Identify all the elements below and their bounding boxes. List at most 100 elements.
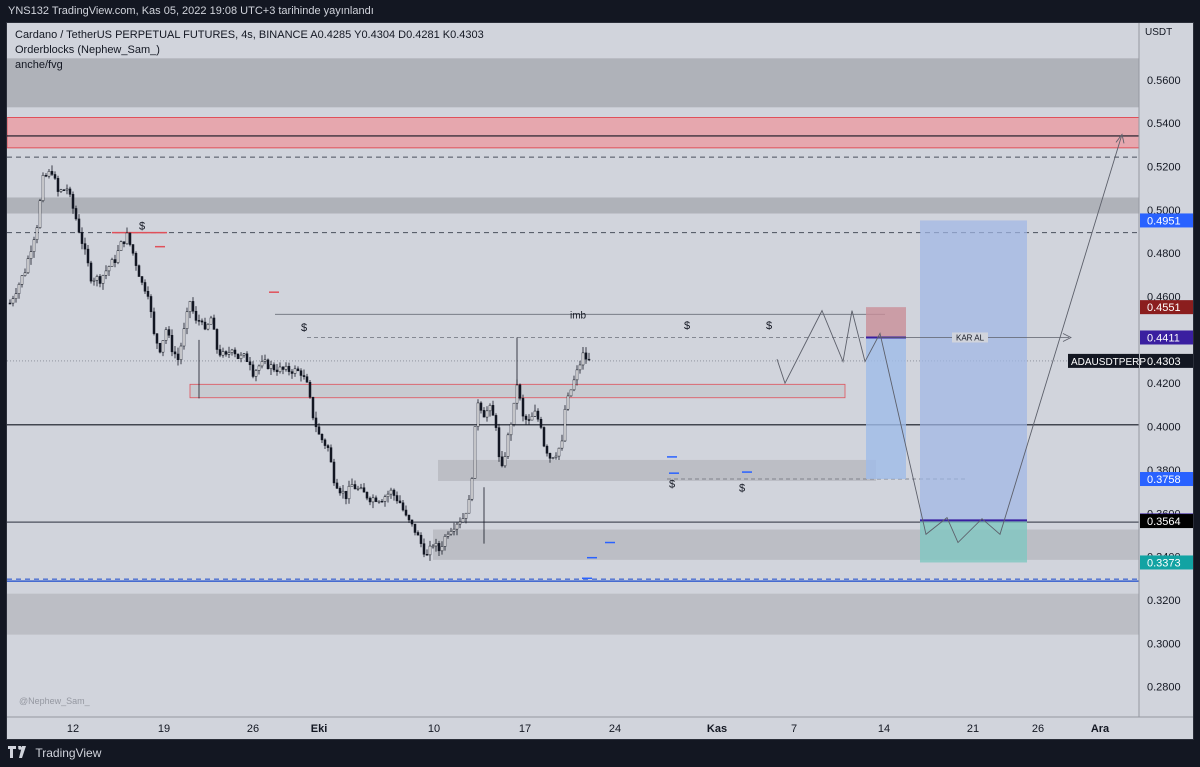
candle-up: [446, 533, 450, 537]
candle-down: [308, 381, 312, 398]
candle-up: [206, 324, 210, 330]
candle-up: [119, 241, 123, 251]
candle-down: [140, 276, 144, 283]
price-label-bg: [1140, 472, 1193, 487]
candle-down: [422, 543, 426, 555]
price-label: 0.3758: [1147, 474, 1181, 486]
candle-down: [53, 174, 57, 179]
candle-down: [83, 243, 87, 250]
candle-up: [428, 545, 432, 556]
candle-down: [479, 402, 483, 411]
candle-down: [56, 178, 60, 192]
candle-down: [416, 532, 420, 536]
price-label-bg: [1140, 514, 1193, 529]
candle-up: [35, 227, 39, 240]
candle-up: [464, 512, 468, 519]
liquidity-dollar-icon: $: [684, 320, 690, 332]
candle-down: [407, 514, 411, 521]
indicator-fvg[interactable]: anche/fvg: [15, 59, 63, 71]
candle-up: [41, 175, 45, 202]
candle-up: [23, 272, 27, 276]
symbol-tag: ADAUSDTPERP: [1071, 357, 1146, 368]
x-tick-label: Kas: [707, 723, 727, 735]
candle-up: [293, 368, 297, 374]
price-label: 0.3373: [1147, 557, 1181, 569]
candle-down: [137, 265, 141, 277]
x-tick-label: 19: [158, 723, 170, 735]
candle-up: [506, 434, 510, 457]
candle-down: [143, 282, 147, 292]
candle-down: [518, 384, 522, 399]
candle-down: [311, 396, 315, 419]
price-label: 0.4551: [1147, 302, 1181, 314]
x-tick-label: 17: [519, 723, 531, 735]
candle-down: [587, 358, 591, 361]
candle-down: [98, 276, 102, 284]
candle-up: [188, 301, 192, 313]
candle-down: [365, 491, 369, 499]
candle-up: [227, 352, 231, 355]
liquidity-dollar-icon: $: [669, 478, 675, 490]
zone-demand-6: [7, 593, 1139, 635]
candle-down: [275, 369, 279, 372]
candle-down: [44, 175, 48, 177]
chart-legend: Cardano / TetherUS PERPETUAL FUTURES, 4s…: [15, 28, 484, 73]
candle-up: [356, 488, 360, 490]
candle-down: [500, 456, 504, 467]
candle-up: [347, 485, 351, 500]
candle-up: [161, 340, 165, 353]
candle-up: [512, 402, 516, 425]
candle-up: [350, 484, 354, 487]
candle-down: [149, 296, 153, 313]
time-axis: [7, 717, 1193, 739]
candle-down: [524, 415, 528, 420]
candle-down: [233, 349, 237, 355]
y-tick-label: 0.5400: [1147, 118, 1181, 130]
candle-down: [173, 351, 177, 355]
candle-up: [164, 329, 168, 341]
x-tick-label: 24: [609, 723, 621, 735]
candle-up: [467, 498, 471, 514]
candle-down: [251, 364, 255, 377]
candle-down: [296, 368, 300, 371]
candle-down: [128, 232, 132, 245]
price-label-bg: [1140, 330, 1193, 345]
candle-down: [326, 445, 330, 448]
candle-down: [8, 302, 12, 305]
candle-up: [284, 365, 288, 370]
candle-up: [209, 317, 213, 325]
candle-up: [230, 349, 234, 353]
projection-arrowhead-icon: [1115, 133, 1125, 144]
indicator-orderblocks[interactable]: Orderblocks (Nephew_Sam_): [15, 44, 160, 56]
candle-up: [566, 395, 570, 410]
candle-up: [383, 496, 387, 502]
candle-down: [398, 500, 402, 504]
y-tick-label: 0.5600: [1147, 75, 1181, 87]
short-stop-zone: [866, 307, 906, 338]
candle-down: [302, 375, 306, 377]
candle-down: [50, 171, 54, 175]
candle-up: [455, 523, 459, 530]
candle-down: [287, 365, 291, 372]
candle-down: [392, 489, 396, 496]
candle-up: [95, 276, 99, 281]
price-label: 0.4411: [1147, 332, 1180, 344]
candle-down: [134, 253, 138, 266]
price-label: 0.3564: [1147, 516, 1181, 528]
chart-panel[interactable]: imb KAR AL $ $ $ $ $ $ USDT 0.5600 0.5400 0.5200 0.5…: [6, 22, 1194, 740]
candle-up: [569, 389, 573, 397]
candle-down: [344, 490, 348, 500]
y-tick-label: 0.3200: [1147, 595, 1181, 607]
price-label-bg: [1140, 555, 1193, 570]
y-tick-label: 0.4200: [1147, 378, 1181, 390]
symbol-tag-bg: [1068, 353, 1139, 368]
candle-down: [68, 188, 72, 195]
candle-up: [101, 275, 105, 284]
candle-down: [497, 427, 501, 458]
candle-down: [167, 329, 171, 336]
candle-down: [362, 487, 366, 493]
candle-up: [503, 456, 507, 467]
candle-up: [557, 447, 561, 457]
x-tick-label: 10: [428, 723, 440, 735]
